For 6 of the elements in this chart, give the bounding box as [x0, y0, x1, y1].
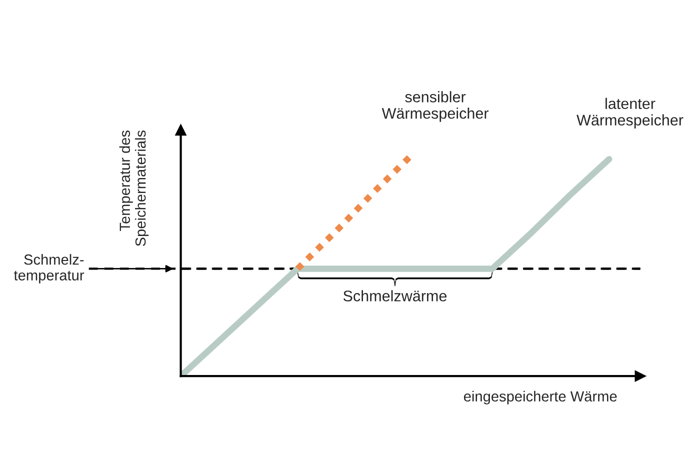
text: sensibler Wärmespeicher	[382, 91, 489, 122]
y-axis-title: Temperatur des Speichermaterials	[119, 130, 149, 246]
annotation: Schmelzwärme	[343, 290, 447, 302]
ref-line-label: Schmelz- temperatur	[14, 254, 84, 284]
x-axis-title: eingespeicherte Wärme	[464, 390, 617, 404]
text: latenter Wärmespeicher	[576, 98, 684, 129]
